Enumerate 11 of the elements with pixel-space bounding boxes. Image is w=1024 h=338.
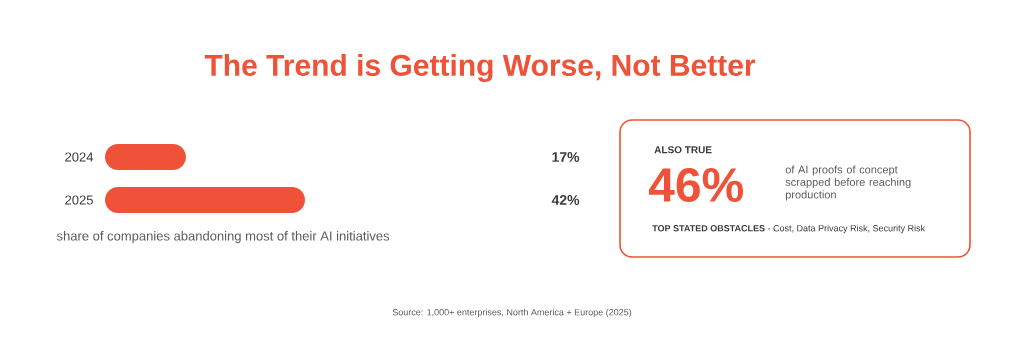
data-label: 42% xyxy=(551,195,580,205)
y-tick-label: 2024 xyxy=(65,152,94,162)
text: ALSO TRUE xyxy=(654,146,712,154)
x-axis-title: share of companies abandoning most of their AI initiatives xyxy=(56,231,390,244)
data-label: 17% xyxy=(552,152,580,162)
text: TOP STATED OBSTACLES - Cost, Data Privacy Risk, Security Risk xyxy=(652,224,926,234)
y-tick-label: 2025 xyxy=(65,195,93,205)
text: The Trend is Getting Worse, Not Better xyxy=(204,53,756,83)
text: of AI proofs of concept scrapped before reaching production xyxy=(785,165,911,201)
source-note: Source: 1,000+ enterprises, North America + Europe (2025) xyxy=(392,308,632,318)
text: 46% xyxy=(648,168,744,202)
